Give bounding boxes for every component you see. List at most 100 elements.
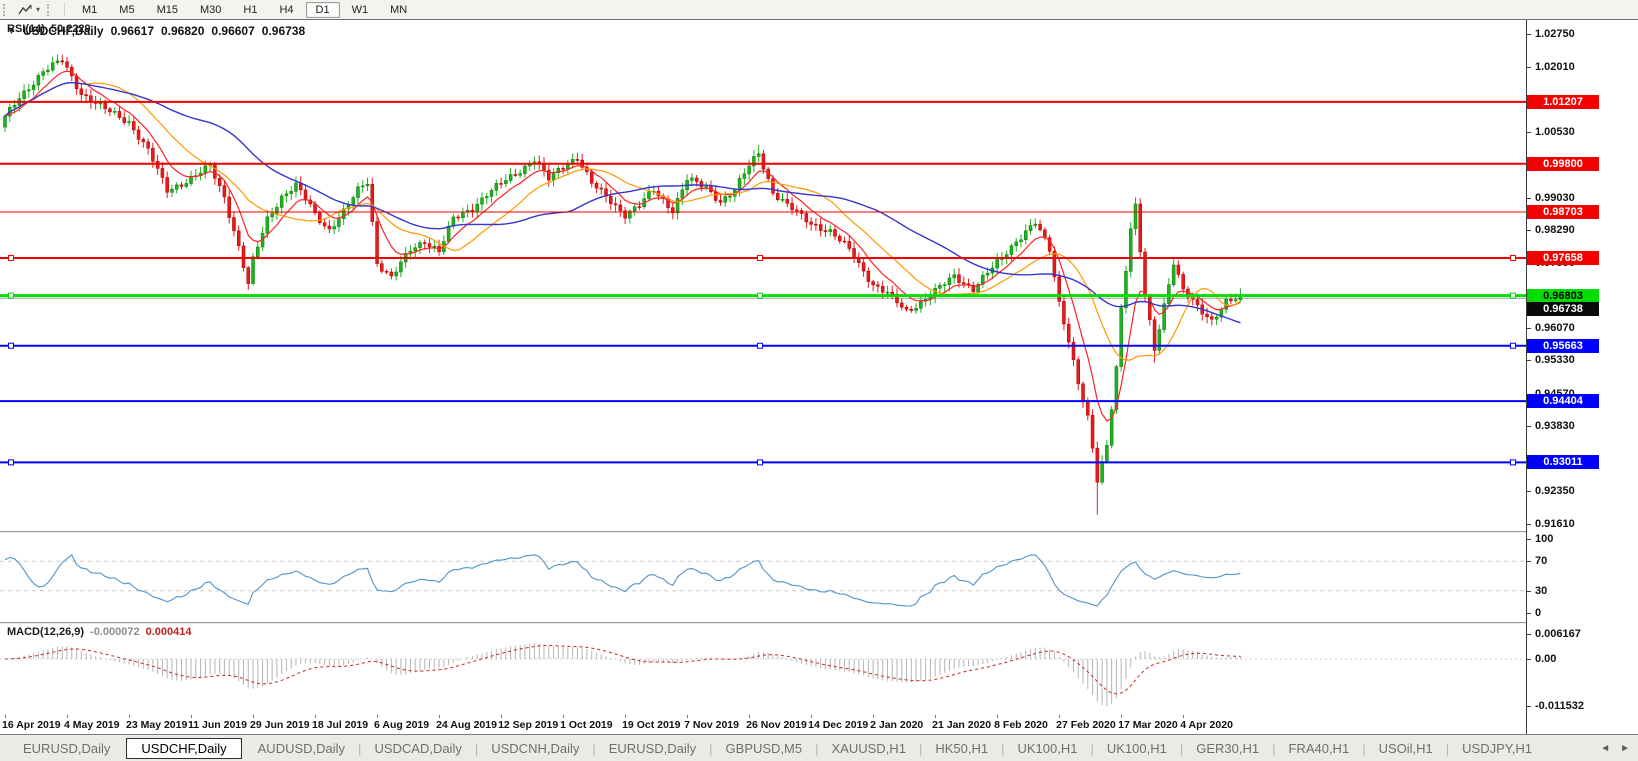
timeframe-button-m30[interactable]: M30	[199, 3, 222, 16]
date-tickmark	[1183, 715, 1185, 718]
price-tag-0.96803[interactable]: 0.96803	[1527, 288, 1599, 303]
chart-tab-eurusddaily[interactable]: EURUSD,Daily	[23, 740, 111, 756]
price-tag-0.99800[interactable]: 0.99800	[1527, 156, 1599, 171]
price-tick-label: 0.98290	[1535, 224, 1575, 237]
macd-tickmark	[1527, 705, 1531, 707]
macd-tickmark	[1527, 659, 1531, 660]
toolbar-separator	[64, 3, 66, 16]
timeframe-button-m5[interactable]: M5	[119, 3, 135, 16]
hline-handle[interactable]	[1510, 292, 1516, 299]
hline-handle[interactable]	[757, 292, 763, 299]
price-tag-0.95663[interactable]: 0.95663	[1527, 338, 1599, 353]
chart-tab-uk100h1[interactable]: UK100,H1	[1106, 740, 1167, 756]
rsi-tickmark	[1527, 561, 1531, 563]
chart-tab-xauusdh1[interactable]: XAUUSD,H1	[831, 740, 906, 756]
rsi-line	[4, 554, 1241, 607]
price-axis[interactable]: 1.027501.020101.005300.990300.982900.975…	[1526, 20, 1638, 734]
date-label: 27 Feb 2020	[1056, 719, 1116, 731]
tab-scroll-right-button[interactable]: ►	[1620, 742, 1630, 754]
chart-tab-uk100h1[interactable]: UK100,H1	[1017, 740, 1078, 756]
macd-indicator-label: MACD(12,26,9) -0.000072 0.000414	[7, 626, 191, 638]
date-tickmark	[501, 715, 503, 718]
date-tickmark	[1121, 715, 1123, 718]
tab-scroll-left-button[interactable]: ◄	[1600, 742, 1611, 754]
chart-tool-button[interactable]: ▾	[14, 3, 44, 16]
price-tag-1.01207[interactable]: 1.01207	[1527, 94, 1599, 109]
toolbar-grip[interactable]	[47, 3, 53, 16]
chart-tab-eurusddaily[interactable]: EURUSD,Daily	[608, 740, 697, 756]
price-tick-label: 0.91610	[1535, 518, 1575, 530]
hline-handle[interactable]	[1510, 459, 1516, 466]
price-tickmark	[1527, 524, 1531, 525]
hline-handle[interactable]	[1510, 254, 1516, 261]
price-tag-0.93011[interactable]: 0.93011	[1527, 455, 1599, 470]
chart-tab-fra40h1[interactable]: FRA40,H1	[1288, 740, 1350, 756]
collapse-icon[interactable]: ▼	[7, 26, 16, 36]
hline-handle[interactable]	[757, 459, 763, 466]
chart-tab-usdchfdaily[interactable]: USDCHF,Daily	[126, 737, 242, 759]
price-tag-0.98703[interactable]: 0.98703	[1527, 205, 1599, 219]
timeframe-button-h4[interactable]: H4	[279, 3, 294, 16]
hline-handle[interactable]	[1510, 342, 1516, 349]
price-tickmark	[1527, 66, 1531, 68]
price-tickmark	[1527, 197, 1531, 199]
date-label: 29 Jun 2019	[250, 719, 310, 731]
price-tick-label: 0.92350	[1535, 485, 1575, 498]
time-axis[interactable]: 16 Apr 2019 4 May 2019 23 May 2019 11 Jun 2…	[0, 715, 1526, 734]
date-label: 2 Jan 2020	[870, 719, 924, 731]
tab-separator: |	[1272, 740, 1276, 756]
hline-handle[interactable]	[8, 254, 14, 261]
timeframe-toolbar: ▾ M1 M5 M15 M30 H1 H4 D1 W1 MN	[0, 0, 1638, 20]
timeframe-button-h1[interactable]: H1	[243, 3, 258, 16]
hline-handle[interactable]	[8, 292, 14, 299]
chart-close-value: 0.96738	[261, 24, 306, 38]
price-tickmark	[1527, 491, 1531, 493]
ma-slow-line	[4, 81, 1241, 324]
date-tickmark	[625, 715, 627, 718]
chart-tab-hk50h1[interactable]: HK50,H1	[935, 740, 989, 756]
timeframe-button-w1[interactable]: W1	[351, 3, 369, 16]
price-tag-0.94404[interactable]: 0.94404	[1527, 394, 1599, 409]
date-tickmark	[439, 715, 441, 718]
timeframe-button-mn[interactable]: MN	[390, 3, 408, 16]
timeframe-button-d1[interactable]: D1	[305, 1, 340, 18]
ma-fast-line	[4, 70, 1241, 422]
chart-tab-usdcnhdaily[interactable]: USDCNH,Daily	[491, 740, 580, 756]
panel-divider[interactable]	[0, 622, 1638, 624]
timeframe-button-m15[interactable]: M15	[156, 3, 178, 16]
macd-signal-line	[4, 645, 1241, 695]
macd-tick-label: -0.011532	[1535, 699, 1584, 712]
panel-divider[interactable]	[0, 531, 1638, 533]
main-price-chart[interactable]	[0, 21, 1526, 531]
price-tickmark	[1527, 34, 1531, 35]
hline-handle[interactable]	[8, 459, 14, 466]
hline-handle[interactable]	[757, 254, 763, 261]
price-tick-label: 1.02750	[1535, 28, 1575, 40]
tab-separator: |	[474, 740, 479, 756]
macd-indicator-chart[interactable]	[0, 624, 1526, 715]
horizontal-lines-layer[interactable]	[0, 100, 1526, 466]
timeframe-button-m1[interactable]: M1	[82, 3, 98, 16]
chart-tab-usoilh1[interactable]: USOil,H1	[1378, 740, 1433, 756]
chart-tab-audusddaily[interactable]: AUDUSD,Daily	[257, 740, 346, 756]
date-tickmark	[253, 715, 255, 718]
chart-window: ▼ USDCHF,Daily 0.96617 0.96820 0.96607 0…	[0, 19, 1638, 734]
price-tickmark	[1527, 426, 1531, 428]
date-label: 17 Mar 2020	[1118, 719, 1178, 731]
rsi-indicator-chart[interactable]	[0, 533, 1526, 622]
price-tag-0.97658[interactable]: 0.97658	[1527, 250, 1599, 265]
chart-tab-usdjpyh1[interactable]: USDJPY,H1	[1462, 740, 1532, 756]
price-tick-label: 0.95330	[1535, 354, 1575, 367]
chart-high-value: 0.96820	[161, 24, 205, 38]
date-label: 14 Dec 2019	[808, 719, 869, 731]
chart-tab-ger30h1[interactable]: GER30,H1	[1196, 740, 1260, 756]
chart-tab-gbpusdm5[interactable]: GBPUSD,M5	[725, 740, 803, 756]
dropdown-caret-icon[interactable]: ▾	[36, 5, 41, 14]
toolbar-grip[interactable]	[3, 3, 9, 16]
chart-tab-usdcaddaily[interactable]: USDCAD,Daily	[374, 740, 462, 756]
hline-handle[interactable]	[757, 342, 763, 349]
tab-separator: |	[592, 740, 596, 756]
date-label: 23 May 2019	[126, 719, 188, 731]
hline-handle[interactable]	[8, 342, 14, 349]
macd-tick-label: 0.006167	[1535, 628, 1581, 640]
